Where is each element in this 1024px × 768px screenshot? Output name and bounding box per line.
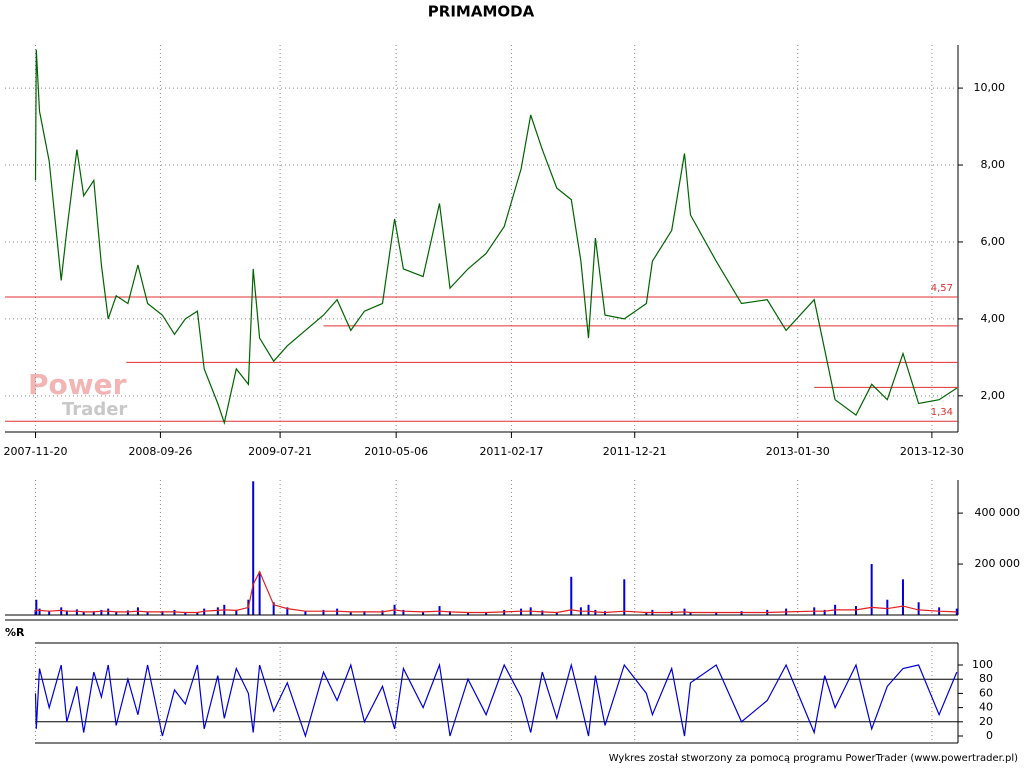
bar: [322, 609, 325, 615]
bar: [422, 611, 425, 615]
bar: [587, 604, 590, 615]
bar: [304, 611, 307, 615]
bar: [38, 608, 41, 615]
bar: [100, 609, 103, 615]
bar: [48, 611, 51, 615]
bar: [402, 609, 405, 615]
x-tick-label: 2010-05-06: [364, 445, 428, 458]
bar: [349, 611, 352, 615]
bar: [82, 611, 85, 615]
bar: [184, 612, 187, 615]
bar: [645, 611, 648, 615]
x-tick-label: 2013-12-30: [900, 445, 964, 458]
x-tick-label: 2009-07-21: [248, 445, 312, 458]
y-tick-label: 100: [972, 658, 993, 671]
x-tick-label: 2007-11-20: [4, 445, 68, 458]
bar: [107, 608, 110, 615]
bar: [286, 607, 289, 615]
y-tick-label: 6,00: [981, 235, 1006, 248]
bar: [252, 481, 255, 615]
bar: [115, 611, 118, 615]
bar: [438, 606, 441, 615]
support-label: 1,34: [931, 407, 953, 418]
y-tick-label: 10,00: [974, 81, 1006, 94]
bar: [203, 608, 206, 615]
bar: [65, 610, 68, 615]
bar: [854, 606, 857, 615]
support-label: 4,57: [931, 283, 953, 294]
bar: [216, 607, 219, 615]
bar: [570, 576, 573, 615]
bar: [235, 609, 238, 615]
y-tick-label: 400 000: [975, 506, 1021, 519]
y-tick-label: 200 000: [975, 557, 1021, 570]
x-tick-label: 2011-12-21: [603, 445, 667, 458]
y-tick-label: 0: [986, 729, 993, 742]
bar: [126, 610, 129, 615]
bar: [258, 571, 261, 615]
bar: [363, 611, 366, 615]
bar: [823, 609, 826, 615]
moving-average: [34, 570, 957, 614]
bar: [75, 609, 78, 615]
bar: [870, 564, 873, 615]
bar: [146, 611, 149, 615]
y-tick-label: 20: [979, 715, 993, 728]
bar: [60, 607, 63, 615]
line: [34, 49, 958, 426]
bar: [689, 611, 692, 615]
bar: [901, 579, 904, 615]
bar: [381, 610, 384, 615]
bar: [520, 608, 523, 615]
bar: [272, 602, 275, 615]
bar: [448, 611, 451, 615]
y-tick-label: 8,00: [981, 158, 1006, 171]
y-tick-label: 40: [979, 701, 993, 714]
y-tick-label: 60: [979, 686, 993, 699]
bar: [555, 611, 558, 615]
panel-title: %R: [5, 626, 25, 639]
bar: [35, 599, 38, 615]
logo-trader: Trader: [62, 399, 127, 420]
bar: [92, 611, 95, 615]
bar: [467, 612, 470, 615]
x-tick-label: 2011-02-17: [479, 445, 543, 458]
bar: [886, 599, 889, 615]
bar: [715, 612, 718, 615]
y-tick-label: 80: [979, 672, 993, 685]
bar: [485, 611, 488, 615]
chart-title: PRIMAMODA: [428, 3, 535, 21]
bar: [161, 611, 164, 615]
bar: [196, 611, 199, 615]
footer: Wykres został stworzony za pomocą progra…: [609, 753, 1018, 764]
bar: [541, 610, 544, 615]
bar: [336, 608, 339, 615]
bar: [623, 579, 626, 615]
x-tick-label: 2013-01-30: [766, 445, 830, 458]
y-tick-label: 2,00: [981, 389, 1006, 402]
line: [34, 662, 958, 739]
y-tick-label: 4,00: [981, 312, 1006, 325]
x-tick-label: 2008-09-26: [128, 445, 192, 458]
bar: [917, 602, 920, 615]
